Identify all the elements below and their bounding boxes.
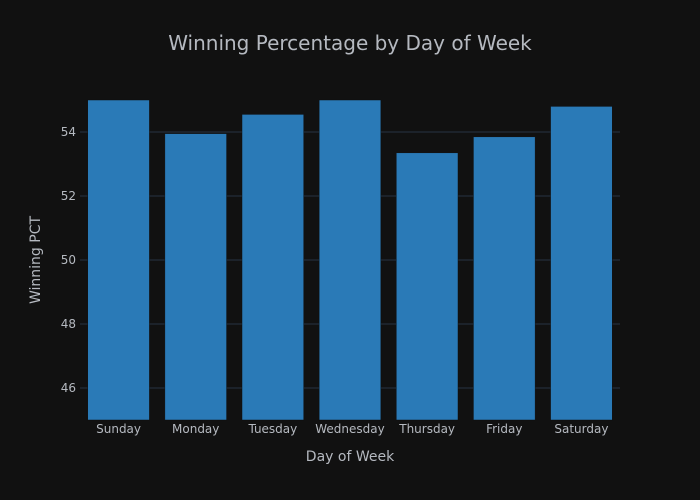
y-axis-title: Winning PCT [28, 216, 44, 304]
bar-saturday[interactable] [550, 106, 613, 421]
x-tick-label-sunday: Sunday [96, 422, 141, 436]
bar-wednesday[interactable] [318, 99, 382, 421]
x-axis-ticks: Sunday Monday Tuesday Wednesday Thursday Frid… [96, 422, 608, 436]
y-axis-ticks: 46 48 50 52 54 [61, 125, 76, 395]
chart-title: Winning Percentage by Day of Week [168, 31, 532, 55]
bar-thursday[interactable] [396, 152, 459, 421]
bar-friday[interactable] [473, 136, 536, 421]
bar-monday[interactable] [164, 133, 227, 421]
y-tick-label: 54 [61, 125, 76, 139]
x-tick-label-friday: Friday [486, 422, 522, 436]
x-tick-label-wednesday: Wednesday [315, 422, 384, 436]
x-tick-label-thursday: Thursday [398, 422, 455, 436]
y-tick-label: 46 [61, 381, 76, 395]
y-tick-label: 48 [61, 317, 76, 331]
x-axis-title: Day of Week [306, 449, 395, 465]
bars [87, 99, 613, 421]
y-tick-label: 50 [61, 253, 76, 267]
y-tick-label: 52 [61, 189, 76, 203]
x-tick-label-monday: Monday [172, 422, 219, 436]
bar-tuesday[interactable] [241, 114, 304, 421]
x-tick-label-saturday: Saturday [554, 422, 608, 436]
x-tick-label-tuesday: Tuesday [247, 422, 297, 436]
bar-sunday[interactable] [87, 99, 150, 421]
